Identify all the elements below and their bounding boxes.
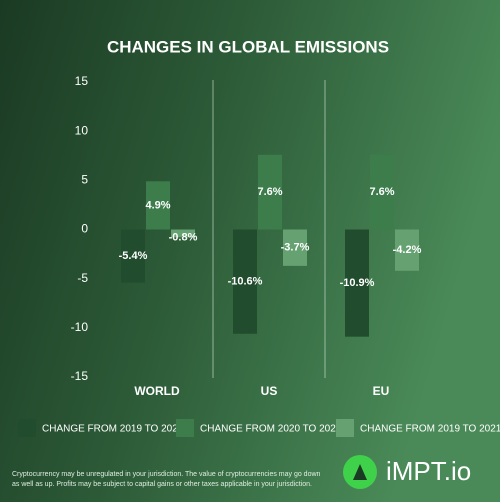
brand: iMPT.io: [386, 456, 471, 486]
bar: [233, 229, 257, 334]
value-label: -3.7%: [281, 242, 310, 254]
value-label: 7.6%: [369, 186, 394, 198]
value-label: -4.2%: [393, 244, 422, 256]
legend-swatch: [176, 419, 194, 437]
value-label: -10.9%: [340, 277, 375, 289]
legend-label: CHANGE FROM 2020 TO 2021: [200, 424, 342, 435]
legend-swatch: [18, 419, 36, 437]
y-tick-label: -10: [71, 320, 89, 334]
bar: [283, 229, 307, 266]
y-tick-label: 0: [81, 222, 88, 236]
value-label: -5.4%: [119, 250, 148, 262]
disclaimer: as well as up. Profits may be subject to…: [12, 481, 312, 488]
value-label: 4.9%: [145, 199, 170, 211]
y-tick-label: 10: [75, 123, 89, 137]
chart-title: CHANGES IN GLOBAL EMISSIONS: [107, 37, 389, 56]
bar: [258, 154, 282, 230]
bar: [395, 229, 419, 271]
bar: [146, 181, 170, 230]
value-label: -0.8%: [169, 231, 198, 243]
legend-label: CHANGE FROM 2019 TO 2021: [360, 424, 500, 435]
bar: [345, 229, 369, 337]
x-tick-label: EU: [373, 384, 390, 398]
disclaimer: Cryptocurrency may be unregulated in you…: [12, 471, 321, 478]
bar: [370, 154, 394, 230]
value-label: 7.6%: [257, 186, 282, 198]
bar: [121, 229, 145, 283]
logo-icon-mark: [353, 464, 367, 480]
y-tick-label: -5: [77, 271, 88, 285]
y-tick-label: -15: [71, 369, 89, 383]
value-label: -10.6%: [228, 276, 263, 288]
y-tick-label: 15: [75, 74, 89, 88]
bar: [171, 229, 195, 238]
legend-swatch: [336, 419, 354, 437]
x-tick-label: WORLD: [134, 384, 180, 398]
legend-label: CHANGE FROM 2019 TO 2020: [42, 424, 184, 435]
x-tick-label: US: [261, 384, 278, 398]
y-tick-label: 5: [81, 173, 88, 187]
